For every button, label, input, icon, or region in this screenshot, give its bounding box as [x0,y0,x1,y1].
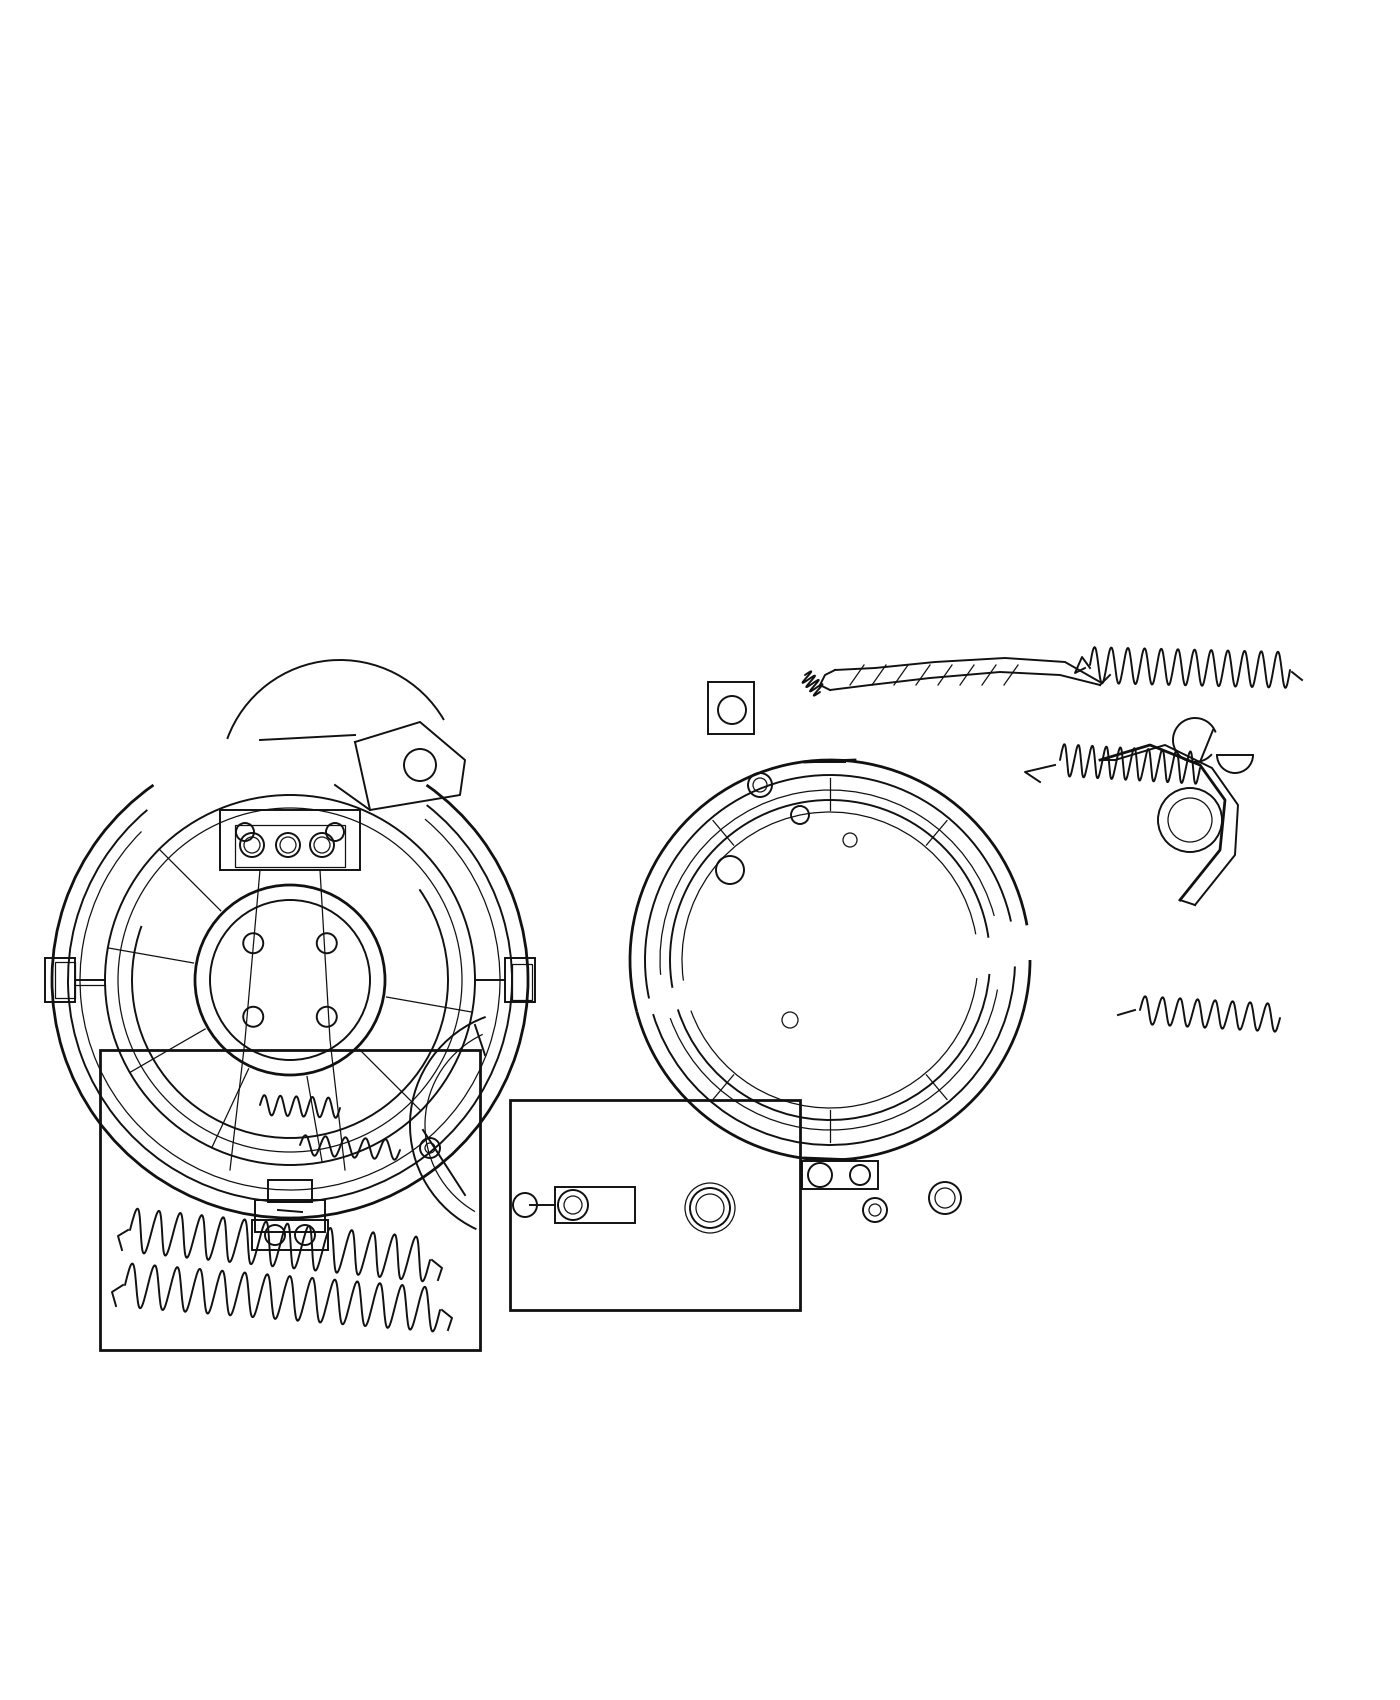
Bar [554,1187,636,1222]
Bar [45,959,76,1001]
Bar [505,959,535,1001]
Bar [802,1161,878,1188]
Bar [510,1100,799,1311]
Bar [220,809,360,870]
Bar [99,1051,480,1350]
Bar [708,682,755,734]
Bar [235,824,344,867]
Bar [512,964,532,1000]
Bar [267,1180,312,1202]
Bar [255,1200,325,1232]
Bar [252,1221,328,1250]
Bar [55,962,76,998]
